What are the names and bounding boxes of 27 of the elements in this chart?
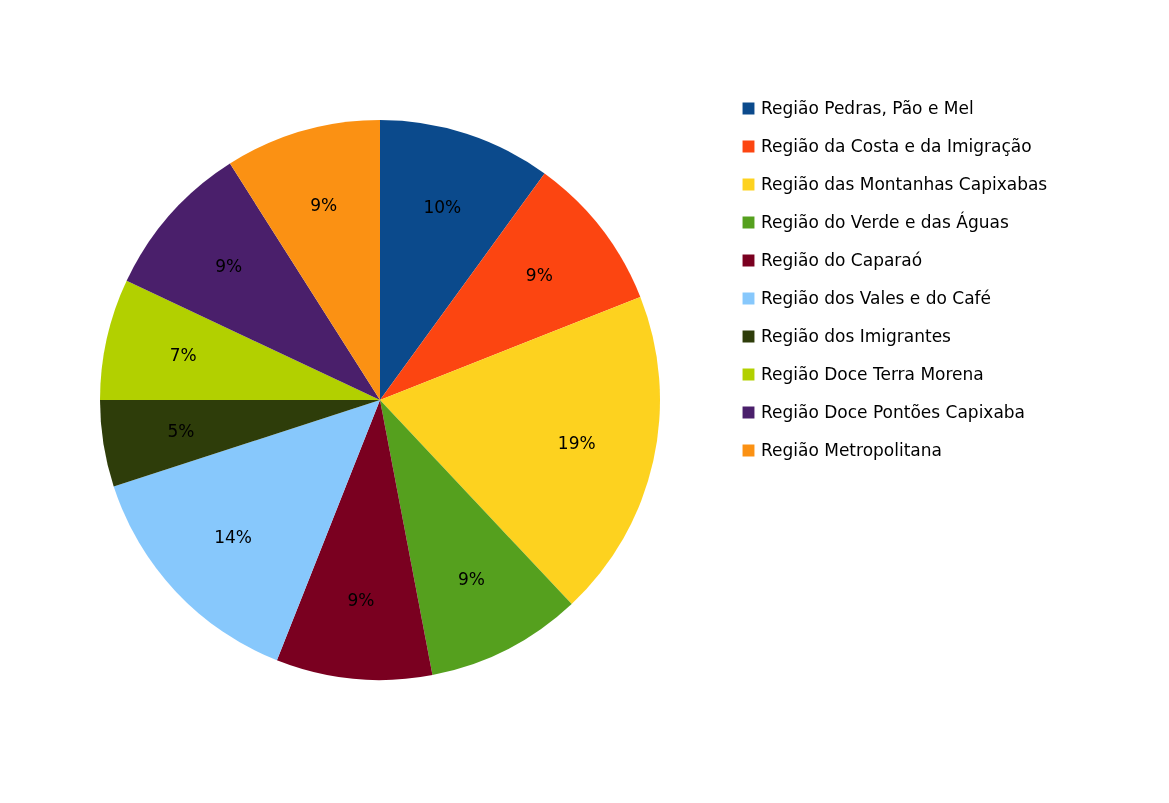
pie-slice xyxy=(126,163,380,400)
legend-label: Região do Verde e das Águas xyxy=(761,210,1009,232)
legend-label: Região dos Imigrantes xyxy=(761,325,952,346)
pie-slice xyxy=(380,173,641,400)
pie-slice xyxy=(380,296,660,605)
data-label: 9% xyxy=(347,589,375,610)
legend-label: Região do Caparaó xyxy=(761,249,923,270)
data-label: 10% xyxy=(423,197,462,218)
pie-slice xyxy=(276,400,433,680)
legend-label: Região Pedras, Pão e Mel xyxy=(761,97,974,118)
pie-slice xyxy=(100,280,380,400)
data-label: 5% xyxy=(167,420,195,441)
legend-label: Região Doce Pontões Capixaba xyxy=(761,401,1026,422)
data-label: 19% xyxy=(557,432,596,453)
legend-label: Região da Costa e da Imigração xyxy=(761,135,1032,156)
data-label: 9% xyxy=(525,265,553,286)
legend-label: Região Doce Terra Morena xyxy=(761,363,984,384)
legend-label: Região das Montanhas Capixabas xyxy=(761,173,1048,194)
data-label: 14% xyxy=(214,527,252,547)
data-label: 9% xyxy=(310,195,338,216)
pie-slice xyxy=(100,400,380,487)
legend-label: Região dos Vales e do Café xyxy=(761,287,992,308)
pie-slice xyxy=(113,400,380,661)
data-label: 9% xyxy=(215,255,243,276)
data-label: 7% xyxy=(169,345,197,366)
legend-label: Região Metropolitana xyxy=(761,439,942,460)
data-label: 9% xyxy=(458,568,486,589)
